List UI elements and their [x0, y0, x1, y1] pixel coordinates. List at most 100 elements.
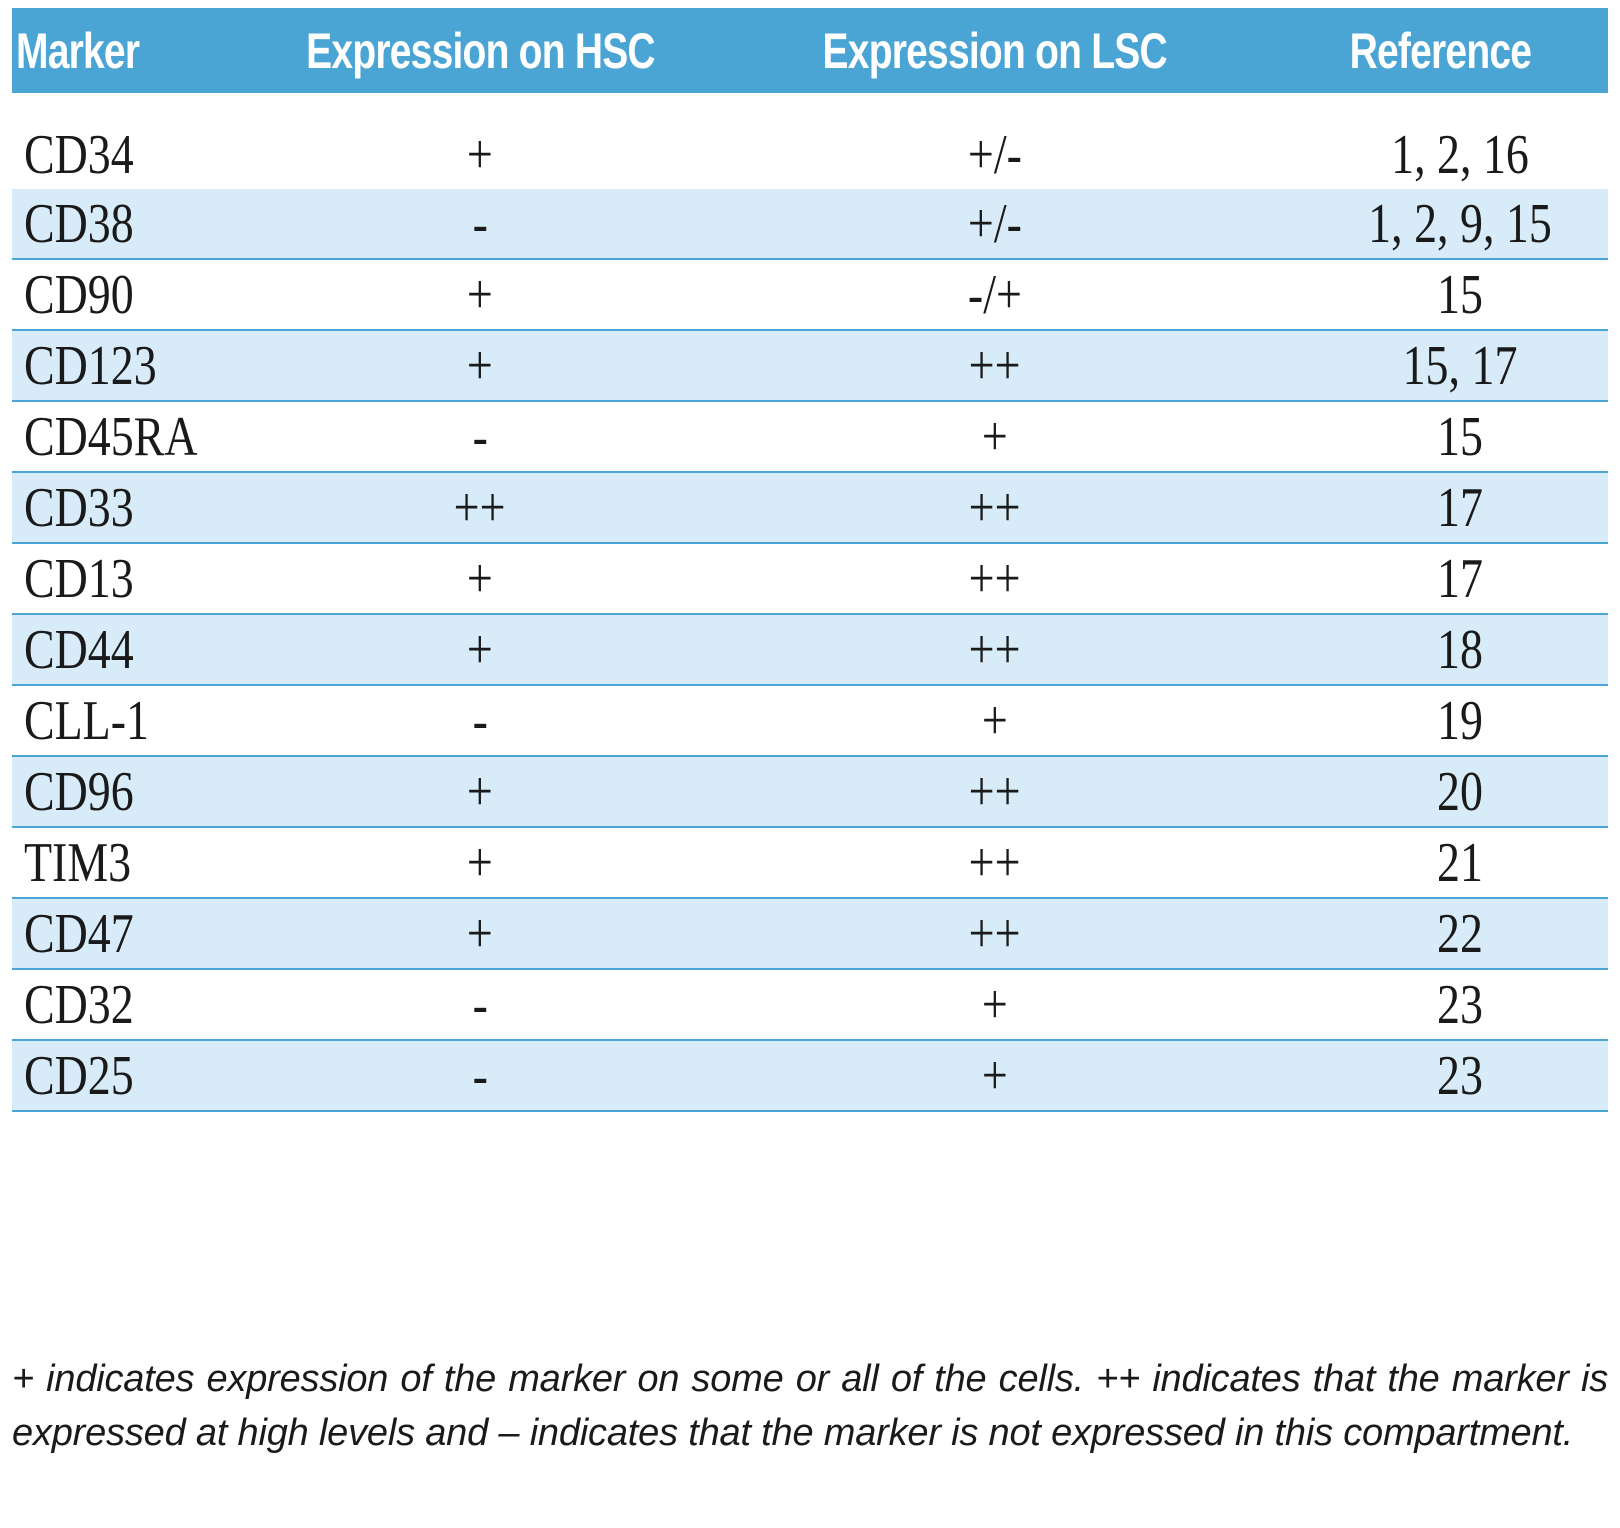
reference-cell: 23 [1272, 1040, 1608, 1112]
hsc-expression-cell: + [242, 120, 718, 189]
marker-cell-text: CD123 [24, 334, 157, 397]
reference-cell-text: 23 [1437, 1044, 1483, 1107]
table-row: TIM3 + ++ 21 [12, 827, 1608, 899]
hsc-expression-cell: - [242, 401, 718, 473]
lsc-expression-cell: ++ [718, 756, 1272, 828]
lsc-expression-cell-text: -/+ [968, 263, 1022, 326]
lsc-expression-cell-text: ++ [969, 547, 1021, 610]
marker-cell-text: CD34 [24, 123, 134, 186]
hsc-expression-cell-text: + [467, 263, 493, 326]
reference-cell: 17 [1272, 543, 1608, 615]
reference-cell: 1, 2, 16 [1272, 120, 1608, 189]
marker-cell: CD38 [12, 189, 242, 260]
marker-cell-text: CD25 [24, 1044, 134, 1107]
header-reference: Reference [1272, 8, 1608, 93]
marker-cell: CD25 [12, 1040, 242, 1112]
hsc-expression-cell-text: - [472, 973, 488, 1036]
marker-cell: CD47 [12, 898, 242, 970]
hsc-expression-cell-text: - [472, 689, 488, 752]
hsc-expression-cell-text: - [472, 192, 488, 255]
table-row: CD13 + ++ 17 [12, 543, 1608, 615]
lsc-expression-cell-text: +/- [968, 192, 1022, 255]
marker-cell: CD45RA [12, 401, 242, 473]
table-row: CD32 - +23 [12, 969, 1608, 1041]
marker-cell: CD34 [12, 120, 242, 189]
marker-cell-text: CD32 [24, 973, 134, 1036]
reference-cell: 15 [1272, 401, 1608, 473]
hsc-expression-cell: + [242, 756, 718, 828]
reference-cell-text: 21 [1437, 831, 1483, 894]
lsc-expression-cell: ++ [718, 898, 1272, 970]
lsc-expression-cell-text: ++ [969, 476, 1021, 539]
table-header: Marker Expression on HSC Expression on L… [12, 8, 1608, 93]
marker-cell-text: TIM3 [24, 831, 132, 894]
hsc-expression-cell-text: + [467, 123, 493, 186]
reference-cell: 1, 2, 9, 15 [1272, 189, 1608, 260]
hsc-expression-cell: + [242, 330, 718, 402]
lsc-expression-cell-text: ++ [969, 831, 1021, 894]
table-row: CD45RA - +15 [12, 401, 1608, 473]
lsc-expression-cell-text: + [982, 1044, 1008, 1107]
reference-cell-text: 19 [1437, 689, 1483, 752]
reference-cell: 18 [1272, 614, 1608, 686]
hsc-expression-cell: ++ [242, 472, 718, 544]
marker-cell: CD13 [12, 543, 242, 615]
lsc-expression-cell: ++ [718, 472, 1272, 544]
hsc-expression-cell: + [242, 898, 718, 970]
reference-cell-text: 15, 17 [1402, 334, 1518, 397]
lsc-expression-cell: ++ [718, 543, 1272, 615]
header-marker: Marker [12, 8, 242, 93]
lsc-expression-cell-text: ++ [969, 902, 1021, 965]
lsc-expression-cell-text: + [982, 689, 1008, 752]
marker-cell-text: CD96 [24, 760, 134, 823]
marker-cell-text: CD45RA [24, 405, 198, 468]
hsc-expression-cell-text: - [472, 1044, 488, 1107]
marker-cell: CD44 [12, 614, 242, 686]
hsc-expression-cell: + [242, 259, 718, 331]
lsc-expression-cell: + [718, 401, 1272, 473]
lsc-expression-cell: -/+ [718, 259, 1272, 331]
lsc-expression-cell: ++ [718, 330, 1272, 402]
table-row: CD90 + -/+ 15 [12, 259, 1608, 331]
hsc-expression-cell-text: + [467, 831, 493, 894]
marker-cell-text: CD33 [24, 476, 134, 539]
reference-cell: 21 [1272, 827, 1608, 899]
lsc-expression-cell: +/- [718, 120, 1272, 189]
header-expression-lsc: Expression on LSC [718, 8, 1272, 93]
reference-cell: 15 [1272, 259, 1608, 331]
header-expression-hsc: Expression on HSC [242, 8, 718, 93]
header-row: Marker Expression on HSC Expression on L… [12, 8, 1608, 93]
marker-cell-text: CD44 [24, 618, 134, 681]
hsc-expression-cell: - [242, 189, 718, 260]
table-row: CD25 - +23 [12, 1040, 1608, 1112]
lsc-expression-cell-text: ++ [969, 760, 1021, 823]
reference-cell-text: 15 [1437, 405, 1483, 468]
marker-cell: TIM3 [12, 827, 242, 899]
hsc-expression-cell-text: + [467, 902, 493, 965]
marker-table: Marker Expression on HSC Expression on L… [12, 8, 1608, 1112]
hsc-expression-cell-text: + [467, 618, 493, 681]
hsc-expression-cell: + [242, 543, 718, 615]
lsc-expression-cell-text: + [982, 405, 1008, 468]
reference-cell-text: 15 [1437, 263, 1483, 326]
lsc-expression-cell: ++ [718, 827, 1272, 899]
hsc-expression-cell-text: + [467, 760, 493, 823]
marker-cell: CD90 [12, 259, 242, 331]
table-row: CD96 + ++ 20 [12, 756, 1608, 828]
table-row: CD47 + ++ 22 [12, 898, 1608, 970]
lsc-expression-cell: +/- [718, 189, 1272, 260]
reference-cell-text: 1, 2, 16 [1391, 123, 1529, 186]
marker-cell-text: CD13 [24, 547, 134, 610]
lsc-expression-cell: + [718, 969, 1272, 1041]
table-row: CD38 - +/- 1, 2, 9, 15 [12, 189, 1608, 260]
table-row: CD123 + ++ 15, 17 [12, 330, 1608, 402]
reference-cell-text: 20 [1437, 760, 1483, 823]
reference-cell: 15, 17 [1272, 330, 1608, 402]
marker-cell-text: CLL-1 [24, 689, 149, 752]
hsc-expression-cell-text: - [472, 405, 488, 468]
reference-cell: 22 [1272, 898, 1608, 970]
lsc-expression-cell-text: ++ [969, 618, 1021, 681]
lsc-expression-cell: ++ [718, 614, 1272, 686]
table-row: CD34 + +/- 1, 2, 16 [12, 120, 1608, 189]
reference-cell-text: 1, 2, 9, 15 [1368, 192, 1552, 255]
